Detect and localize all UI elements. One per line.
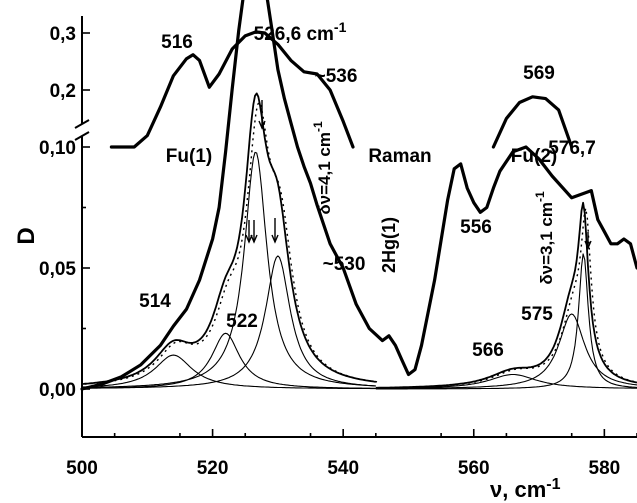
axis-break-mark xyxy=(74,119,90,129)
fit-envelope-0 xyxy=(81,92,376,385)
series-line-upper-segment-2 xyxy=(491,95,574,149)
y-tick-label: 0,10 xyxy=(39,138,76,159)
peak-label: 514 xyxy=(139,291,171,312)
x-tick-label: 580 xyxy=(589,458,621,479)
fit-component-1 xyxy=(82,332,376,389)
y-tick-label: 0,3 xyxy=(50,24,76,45)
y-tick-label: 0,2 xyxy=(50,81,76,102)
y-axis-title: D xyxy=(13,227,40,244)
fit-component-3 xyxy=(82,255,376,389)
arrow-double-b xyxy=(250,220,258,244)
fit-envelope-1 xyxy=(375,201,637,389)
peak-label: 526,6 cm-1 xyxy=(254,19,347,45)
x-tick-label: 540 xyxy=(327,458,359,479)
arrow-526 xyxy=(258,100,266,130)
peak-label: ~530 xyxy=(323,254,366,275)
curves xyxy=(80,0,637,391)
y-tick-label: 0,00 xyxy=(39,380,76,401)
fit-component-0 xyxy=(81,354,376,390)
y-tick-label: 0,05 xyxy=(39,259,76,280)
peak-label: ~536 xyxy=(315,66,358,87)
fit-component-2 xyxy=(82,151,376,389)
arrow-530 xyxy=(271,218,279,244)
x-tick-label: 500 xyxy=(66,458,98,479)
annotation-2hg1: 2Hg(1) xyxy=(379,217,399,273)
peak-label: 516 xyxy=(161,32,193,53)
series-line-upper-segment xyxy=(109,30,355,149)
fit-dotted-1 xyxy=(378,208,637,389)
peak-label: 569 xyxy=(523,63,555,84)
arrow-double-a xyxy=(245,220,253,244)
x-tick-label: 560 xyxy=(458,458,490,479)
fit-dotted-0 xyxy=(84,100,379,385)
annotation-fu2: Fu(2) xyxy=(511,146,557,167)
axis-ticks: 500 520 540 560 580 0,00 0,05 0,10 0,2 0,3 xyxy=(39,24,637,479)
labels: Dν, cm-1 516 526,6 cm-1 ~536 569 576,7 514 522 ~… xyxy=(13,19,596,502)
fit-component-6 xyxy=(375,253,637,390)
peak-label: 566 xyxy=(472,340,504,361)
peak-label: 522 xyxy=(226,311,258,332)
annotation-fu1: Fu(1) xyxy=(166,146,212,167)
arrow-577 xyxy=(584,232,592,250)
fit-component-5 xyxy=(375,313,637,390)
series-line-experimental-lower xyxy=(80,0,637,391)
annotation-dv1: δν=4,1 cm-1 xyxy=(311,121,334,215)
annotation-dv2: δν=3,1 cm-1 xyxy=(533,191,556,285)
peak-label: 576,7 xyxy=(548,138,596,159)
annotation-raman: Raman xyxy=(368,146,431,167)
x-axis-title: ν, cm-1 xyxy=(490,476,561,502)
peak-label: 556 xyxy=(460,217,492,238)
x-tick-label: 520 xyxy=(197,458,229,479)
peak-label: 575 xyxy=(521,304,553,325)
axis-break-mark xyxy=(74,131,90,141)
